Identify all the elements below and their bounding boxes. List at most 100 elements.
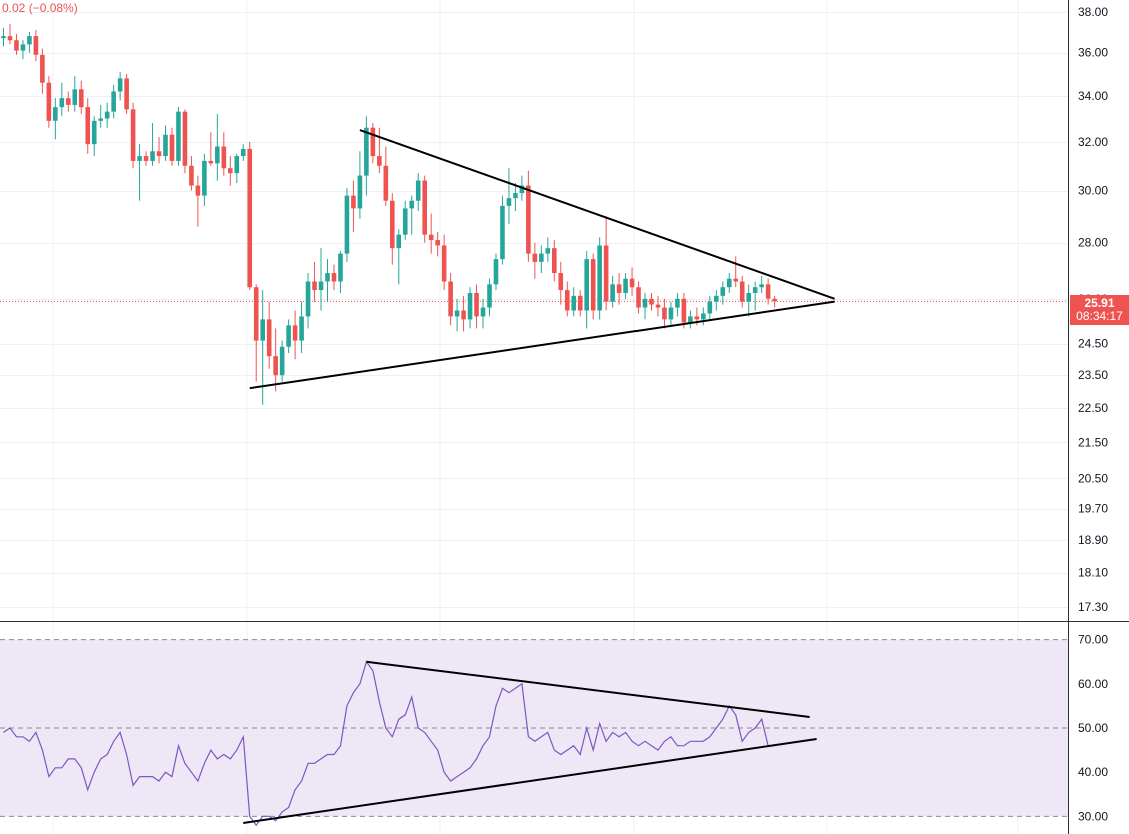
candle-body: [72, 89, 78, 105]
price-lower-trendline[interactable]: [249, 300, 835, 390]
candle-body: [701, 313, 706, 320]
candle-body: [253, 287, 259, 341]
candle-body: [688, 316, 693, 323]
candle-body: [467, 292, 473, 320]
candle-body: [752, 287, 758, 293]
candle-body: [124, 78, 129, 110]
candle-body: [357, 175, 363, 209]
price-tick-label: 21.50: [1078, 435, 1108, 449]
price-upper-trendline[interactable]: [359, 129, 835, 300]
candle: [707, 295, 713, 320]
candle-body: [409, 200, 415, 209]
candle: [688, 310, 693, 329]
candle-body: [765, 284, 771, 299]
candle-body: [623, 278, 628, 293]
candle-body: [428, 234, 434, 241]
candle: [260, 290, 265, 405]
rsi-tick-label: 60.00: [1078, 677, 1108, 691]
candle-body: [66, 98, 71, 105]
candle-body: [46, 82, 52, 121]
price-tick-label: 24.50: [1078, 337, 1108, 351]
candle-body: [707, 301, 713, 314]
candle-body: [616, 284, 622, 293]
candle: [558, 261, 564, 305]
price-tick-label: 32.00: [1078, 135, 1108, 149]
candle: [441, 234, 447, 291]
candle: [202, 153, 207, 206]
candle: [590, 253, 596, 320]
candle: [85, 98, 91, 154]
candle: [234, 153, 240, 184]
candle: [636, 281, 641, 314]
candle: [402, 200, 408, 241]
candle: [325, 259, 330, 302]
price-tick-label: 34.00: [1078, 89, 1108, 103]
candle: [169, 127, 175, 166]
candle-body: [266, 319, 272, 357]
candle: [1, 27, 6, 47]
candle: [215, 113, 220, 181]
candle-body: [642, 298, 648, 308]
candle-body: [532, 253, 538, 262]
price-tick-label: 17.30: [1078, 600, 1108, 614]
price-tick-label: 18.90: [1078, 533, 1108, 547]
candle: [571, 287, 577, 317]
candle: [72, 76, 78, 112]
rsi-upper-trendline[interactable]: [366, 660, 810, 718]
rsi-tick-label: 30.00: [1078, 809, 1108, 823]
candle: [344, 188, 350, 262]
price-tick-label: 28.00: [1078, 236, 1108, 250]
candle-countdown: 08:34:17: [1076, 309, 1123, 323]
candle: [642, 292, 648, 320]
candle-body: [370, 127, 376, 157]
candle: [357, 151, 363, 219]
candle: [221, 132, 227, 176]
candle: [493, 253, 499, 291]
candle-body: [435, 240, 440, 246]
candle-body: [675, 298, 680, 308]
last-price-value: 25.91: [1084, 296, 1115, 310]
candle-body: [98, 118, 103, 121]
candle: [629, 267, 635, 296]
candle-body: [383, 165, 389, 201]
candle: [351, 180, 356, 233]
rsi-series: [3, 660, 775, 827]
candle: [415, 173, 421, 212]
candle: [726, 273, 732, 293]
candle-body: [552, 248, 557, 274]
candle: [454, 298, 460, 332]
candle-body: [299, 316, 304, 341]
candle: [532, 242, 538, 279]
candle-body: [117, 78, 123, 92]
candle-body: [610, 284, 615, 302]
candle-body: [137, 156, 142, 161]
price-tick-label: 38.00: [1078, 5, 1108, 19]
candle-body: [208, 160, 214, 164]
candle-body: [655, 304, 661, 308]
candle-body: [448, 281, 453, 317]
candle: [448, 273, 453, 326]
candle: [526, 170, 531, 262]
candle-body: [493, 259, 499, 285]
candle-body: [163, 134, 168, 157]
candle-body: [597, 245, 602, 311]
candle: [467, 287, 473, 329]
candle: [143, 151, 149, 166]
candle: [662, 298, 667, 329]
candle: [487, 278, 492, 317]
trendlines: [243, 129, 835, 824]
candle: [117, 71, 123, 101]
candle-body: [377, 156, 382, 166]
candle-body: [156, 151, 162, 157]
candle-body: [662, 307, 667, 320]
candle-body: [53, 107, 58, 121]
candle-body: [292, 325, 298, 341]
candle: [539, 245, 544, 274]
rsi-lower-trendline[interactable]: [243, 738, 817, 824]
candle: [91, 116, 97, 157]
candle-body: [143, 156, 149, 161]
rsi-line: [3, 660, 775, 827]
candle-body: [182, 111, 188, 166]
